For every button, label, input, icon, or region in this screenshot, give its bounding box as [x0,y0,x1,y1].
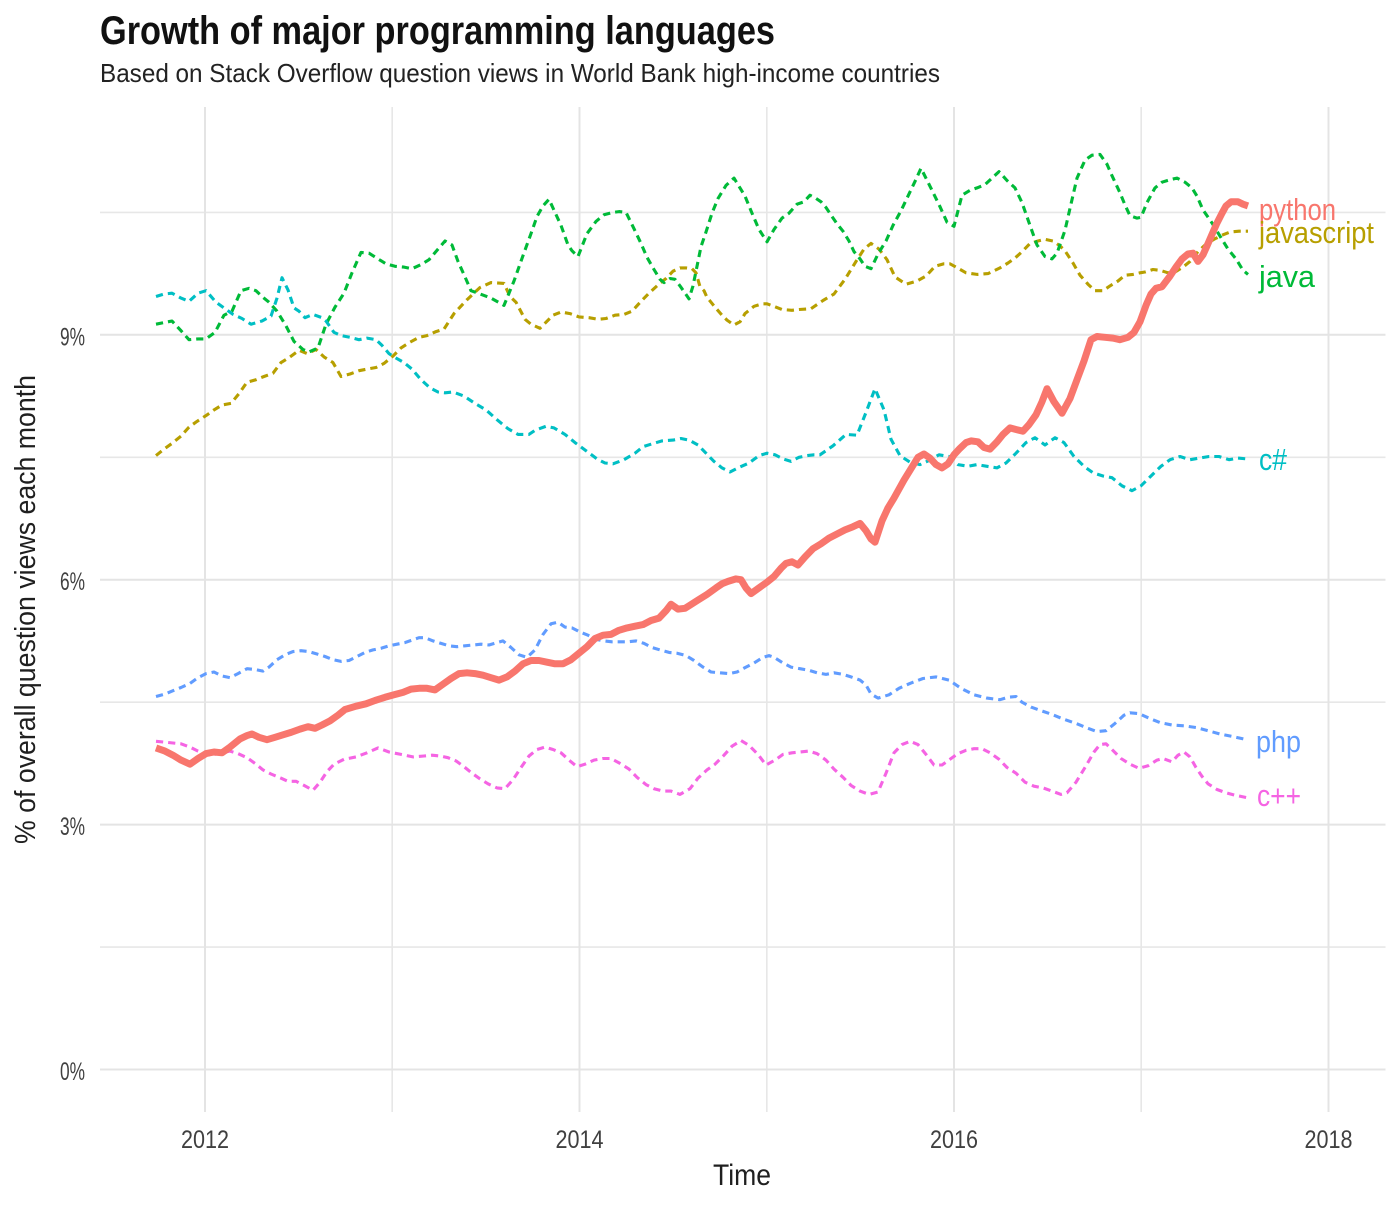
svg-text:Based on Stack Overflow questi: Based on Stack Overflow question views i… [100,58,940,88]
svg-text:9%: 9% [60,323,85,351]
svg-text:python: python [1259,192,1336,227]
svg-text:Time: Time [713,1159,771,1192]
svg-text:c++: c++ [1257,778,1301,813]
svg-text:0%: 0% [60,1058,85,1086]
svg-text:c#: c# [1259,442,1288,477]
svg-text:javascript: javascript [1258,215,1374,250]
svg-text:2016: 2016 [930,1126,978,1154]
svg-text:2014: 2014 [556,1126,604,1154]
svg-text:3%: 3% [60,813,85,841]
svg-text:java: java [1258,259,1316,294]
svg-text:php: php [1256,724,1301,759]
svg-text:2018: 2018 [1305,1126,1353,1154]
svg-text:Growth of major programming la: Growth of major programming languages [100,9,775,53]
svg-text:% of overall question views ea: % of overall question views each month [10,375,42,844]
svg-text:6%: 6% [60,568,85,596]
svg-text:2012: 2012 [181,1126,229,1154]
